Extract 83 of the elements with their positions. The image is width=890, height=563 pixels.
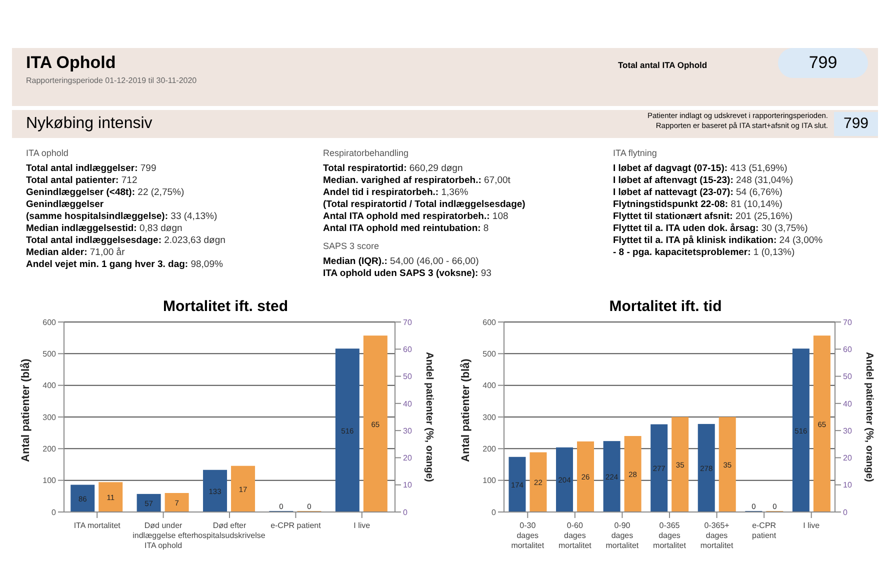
y-tick-label: 100	[482, 476, 497, 486]
chart-title: Mortalitet ift. tid	[608, 298, 723, 317]
text: Total antal indlæggelsesdage: 2.023,63 døgn	[26, 235, 226, 246]
x-tick-label: Død under indlæggelse efter ITA ophold	[132, 521, 194, 550]
y2-tick-label: 30	[843, 426, 852, 436]
x-tick-label: ITA mortalitet	[74, 521, 122, 530]
x-tick-label: e-CPR patient	[752, 521, 777, 540]
text: 799	[834, 112, 878, 136]
y2-tick-label: 20	[843, 454, 852, 463]
text: Genindlæggelser	[26, 199, 105, 211]
x-tick-label: 0-60 dages mortalitet	[558, 521, 592, 550]
y-tick-label: 600	[42, 318, 57, 327]
text: Genindlæggelser (<48t): 22 (2,75%)	[26, 187, 184, 198]
text: Andel tid i respiratorbeh.: 1,36%	[323, 187, 468, 198]
y2-tick-label: 40	[843, 399, 852, 408]
text: I løbet af dagvagt (07-15): 413 (51,69%)	[613, 163, 788, 174]
text: ITA flytning	[613, 148, 658, 158]
text: Total antal indlæggelser: 799	[26, 163, 156, 174]
text: Median. varighed af respiratorbeh.: 67,00t	[323, 175, 510, 186]
text: Flyttet til stationært afsnit: 201 (25,16%)	[613, 211, 792, 222]
text: Median alder: 71,00 år	[26, 247, 125, 258]
x-tick-label: I live	[803, 521, 820, 530]
y-axis-title: Antal patienter (blå)	[18, 358, 32, 462]
y2-tick-label: 0	[843, 508, 848, 517]
x-tick-label: 0-365+ dages mortalitet	[700, 521, 734, 550]
text: Flytningstidspunkt 22-08: 81 (10,14%)	[613, 199, 782, 210]
y-axis-title: Antal patienter (blå)	[458, 358, 472, 462]
y2-tick-label: 60	[843, 344, 852, 354]
text: ITA ophold uden SAPS 3 (voksne): 93	[323, 268, 492, 279]
text: Andel vejet min. 1 gang hver 3. dag: 98,09%	[26, 259, 223, 270]
text: (Total respiratortid / Total indlæggelsesdage)	[323, 199, 526, 211]
text: Nykøbing intensiv	[26, 115, 152, 133]
y2-axis-title: Andel patienter (%, orange)	[863, 352, 874, 482]
x-tick-label: I live	[354, 521, 371, 530]
y-tick-label: 300	[42, 412, 57, 422]
y2-tick-label: 60	[403, 344, 412, 354]
text: Antal ITA ophold med reintubation: 8	[323, 223, 489, 234]
text: Total antal ITA Ophold	[618, 60, 708, 70]
y2-tick-label: 70	[843, 318, 852, 327]
y-tick-label: 100	[42, 476, 57, 486]
y2-tick-label: 0	[403, 508, 408, 517]
x-tick-label: 0-365 dages mortalitet	[653, 521, 687, 550]
text: Total respiratortid: 660,29 døgn	[323, 163, 463, 174]
y2-tick-label: 50	[403, 372, 412, 382]
text: Median (IQR).: 54,00 (46,00 - 66,00)	[323, 256, 479, 267]
text: Flyttet til a. ITA på klinisk indikation: 24 (3,00%	[613, 235, 823, 246]
x-tick-label: Død efter hospitalsudskrivelse	[194, 521, 266, 540]
y-tick-label: 200	[42, 444, 57, 454]
text: Flyttet til a. ITA uden dok. årsag: 30 (3,75%)	[613, 223, 808, 234]
text: Total antal patienter: 712	[26, 175, 138, 186]
y-tick-label: 0	[492, 508, 497, 517]
y2-tick-label: 70	[403, 318, 412, 327]
chart-title: Mortalitet ift. sted	[162, 298, 289, 317]
y-tick-label: 300	[482, 412, 497, 422]
y-tick-label: 600	[482, 318, 497, 327]
text: I løbet af nattevagt (23-07): 54 (6,76%)	[613, 187, 782, 198]
x-tick-label: e-CPR patient	[270, 521, 322, 530]
y-tick-label: 400	[42, 381, 57, 390]
text: ITA Ophold	[26, 53, 116, 73]
y-tick-label: 500	[482, 350, 497, 359]
y2-axis-title: Andel patienter (%, orange)	[423, 352, 434, 482]
text: ITA ophold	[26, 148, 70, 158]
text: Respiratorbehandling	[323, 148, 410, 158]
y2-tick-label: 50	[843, 372, 852, 382]
text: 799	[778, 48, 868, 78]
text: Rapporteringsperiode 01-12-2019 til 30-11-2020	[26, 76, 197, 85]
text: Antal ITA ophold med respiratorbeh.: 108	[323, 211, 508, 222]
text: - 8 - pga. kapacitetsproblemer: 1 (0,13%)	[613, 247, 795, 258]
y2-tick-label: 30	[403, 426, 412, 436]
text: I løbet af aftenvagt (15-23): 248 (31,04%)	[613, 175, 794, 186]
x-tick-label: 0-90 dages mortalitet	[606, 521, 640, 550]
y2-tick-label: 20	[403, 454, 412, 463]
y2-tick-label: 10	[843, 480, 852, 490]
y2-tick-label: 40	[403, 399, 412, 408]
text: (samme hospitalsindlæggelse): 33 (4,13%)	[26, 211, 218, 222]
y-tick-label: 400	[482, 381, 497, 390]
y-tick-label: 500	[42, 350, 57, 359]
y2-tick-label: 10	[403, 480, 412, 490]
y-tick-label: 200	[482, 444, 497, 454]
y-tick-label: 0	[52, 508, 57, 517]
text: SAPS 3 score	[323, 241, 380, 251]
text: Median indlæggelsestid: 0,83 døgn	[26, 223, 182, 234]
x-tick-label: 0-30 dages mortalitet	[511, 521, 545, 550]
